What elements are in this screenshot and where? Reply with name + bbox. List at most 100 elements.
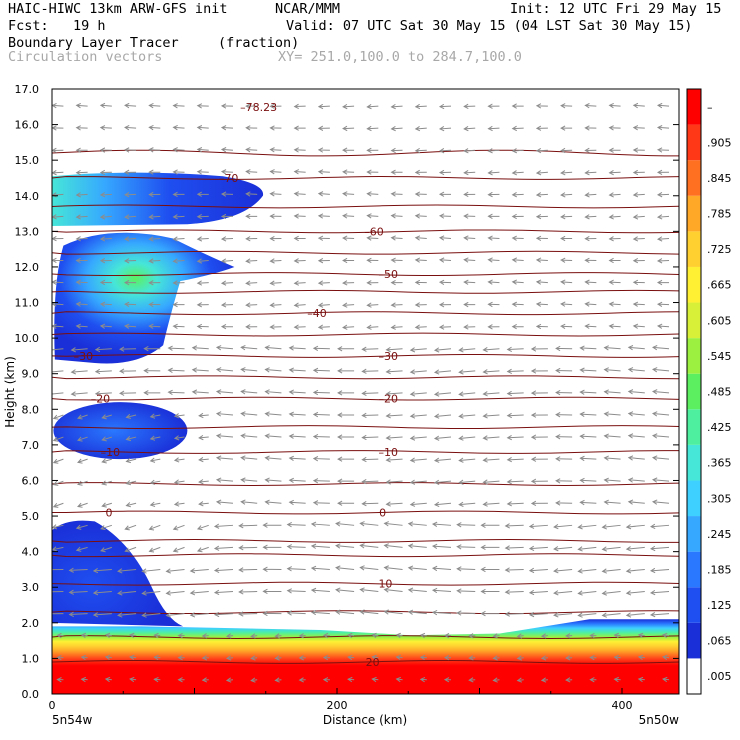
circulation-vector	[540, 655, 548, 661]
y-tick-label: 3.0	[22, 581, 40, 594]
circulation-vector	[148, 102, 161, 109]
circulation-vector	[553, 546, 573, 552]
circulation-vector	[407, 609, 427, 615]
circulation-vector	[322, 677, 330, 683]
circulation-vector	[337, 390, 355, 396]
colorbar-label: .305	[707, 492, 732, 505]
circulation-vector	[56, 654, 64, 661]
circulation-vector	[656, 125, 670, 131]
circulation-vector	[438, 324, 452, 330]
circulation-vector	[414, 103, 427, 110]
circulation-vector	[579, 345, 597, 351]
circulation-vector	[361, 501, 379, 507]
circulation-vector	[608, 279, 621, 285]
circulation-vector	[579, 389, 597, 395]
circulation-vector	[553, 524, 573, 530]
circulation-vector	[487, 103, 500, 109]
circulation-vector	[651, 411, 670, 417]
circulation-vector	[438, 257, 452, 263]
circulation-vector	[487, 125, 500, 132]
circulation-vector	[148, 524, 161, 531]
y-tick-label: 15.0	[15, 154, 40, 167]
circulation-vector	[312, 456, 330, 462]
circulation-vector	[240, 477, 258, 483]
circulation-vector	[516, 655, 524, 661]
circulation-vector	[245, 302, 258, 308]
circulation-vector	[632, 279, 645, 286]
circulation-vector	[104, 676, 112, 683]
circulation-vector	[456, 544, 476, 550]
circulation-vector	[148, 147, 161, 153]
circulation-vector	[579, 477, 597, 484]
circulation-vector	[395, 632, 403, 638]
circulation-vector	[656, 236, 670, 242]
circulation-vector	[584, 279, 597, 285]
circulation-vector	[92, 612, 112, 618]
circulation-vector	[213, 589, 234, 596]
circulation-vector	[632, 214, 645, 220]
colorbar-swatch	[687, 266, 701, 303]
circulation-vector	[80, 654, 88, 661]
circulation-vector	[317, 169, 330, 175]
circulation-vector	[201, 655, 209, 661]
temperature-contour-line	[52, 311, 679, 316]
circulation-vector	[312, 345, 330, 352]
contour-label: 10	[378, 578, 392, 591]
circulation-vector	[431, 609, 452, 616]
circulation-vector	[99, 125, 112, 131]
circulation-vector	[317, 280, 330, 286]
circulation-vector	[288, 367, 306, 373]
circulation-vector	[651, 455, 670, 461]
circulation-vector	[52, 125, 64, 131]
circulation-vector	[56, 632, 64, 639]
circulation-vector	[371, 632, 379, 638]
colorbar-label: .125	[707, 599, 732, 612]
circulation-vector	[577, 524, 597, 530]
circulation-vector	[627, 345, 645, 351]
contour-label: –70	[219, 172, 239, 185]
circulation-vector	[56, 677, 64, 683]
circulation-vector	[52, 170, 64, 176]
circulation-vector	[191, 345, 209, 351]
circulation-vector	[148, 301, 161, 308]
circulation-vector	[165, 590, 185, 596]
circulation-vector	[100, 524, 113, 531]
circulation-vector	[579, 367, 597, 373]
circulation-vector	[52, 613, 64, 615]
circulation-vector	[511, 148, 524, 154]
colorbar-label: .365	[707, 457, 732, 470]
circulation-vector	[117, 568, 137, 574]
colorbar-swatch	[687, 516, 701, 552]
circulation-vector	[656, 192, 670, 198]
circulation-vector	[148, 280, 161, 286]
y-tick-label: 17.0	[15, 83, 40, 96]
circulation-vector	[443, 655, 452, 661]
circulation-vector	[627, 499, 645, 505]
colorbar-frame	[686, 88, 702, 695]
circulation-vector	[361, 412, 379, 419]
circulation-vector	[172, 323, 185, 330]
circulation-vector	[240, 411, 258, 417]
circulation-vector	[506, 457, 524, 463]
circulation-vector	[288, 389, 306, 395]
circulation-vector	[80, 632, 88, 639]
circulation-vector	[535, 103, 548, 109]
circulation-vector	[198, 501, 209, 507]
tracer-fills	[52, 172, 679, 694]
circulation-vector	[482, 501, 500, 507]
circulation-vector	[220, 280, 234, 286]
circulation-vector	[613, 632, 621, 639]
circulation-vector	[148, 124, 161, 131]
contour-label: –30	[379, 350, 399, 363]
circulation-vector	[637, 654, 645, 661]
circulation-vector	[238, 611, 258, 617]
circulation-vector	[431, 565, 452, 572]
circulation-vector	[220, 169, 234, 175]
circulation-vector	[504, 589, 524, 595]
circulation-vector	[238, 545, 258, 551]
circulation-vector	[651, 433, 670, 439]
circulation-vector	[215, 345, 234, 351]
circulation-vector	[75, 524, 88, 530]
temperature-contour-line	[52, 660, 679, 664]
valid-time: Valid: 07 UTC Sat 30 May 15 (04 LST Sat …	[286, 18, 693, 34]
